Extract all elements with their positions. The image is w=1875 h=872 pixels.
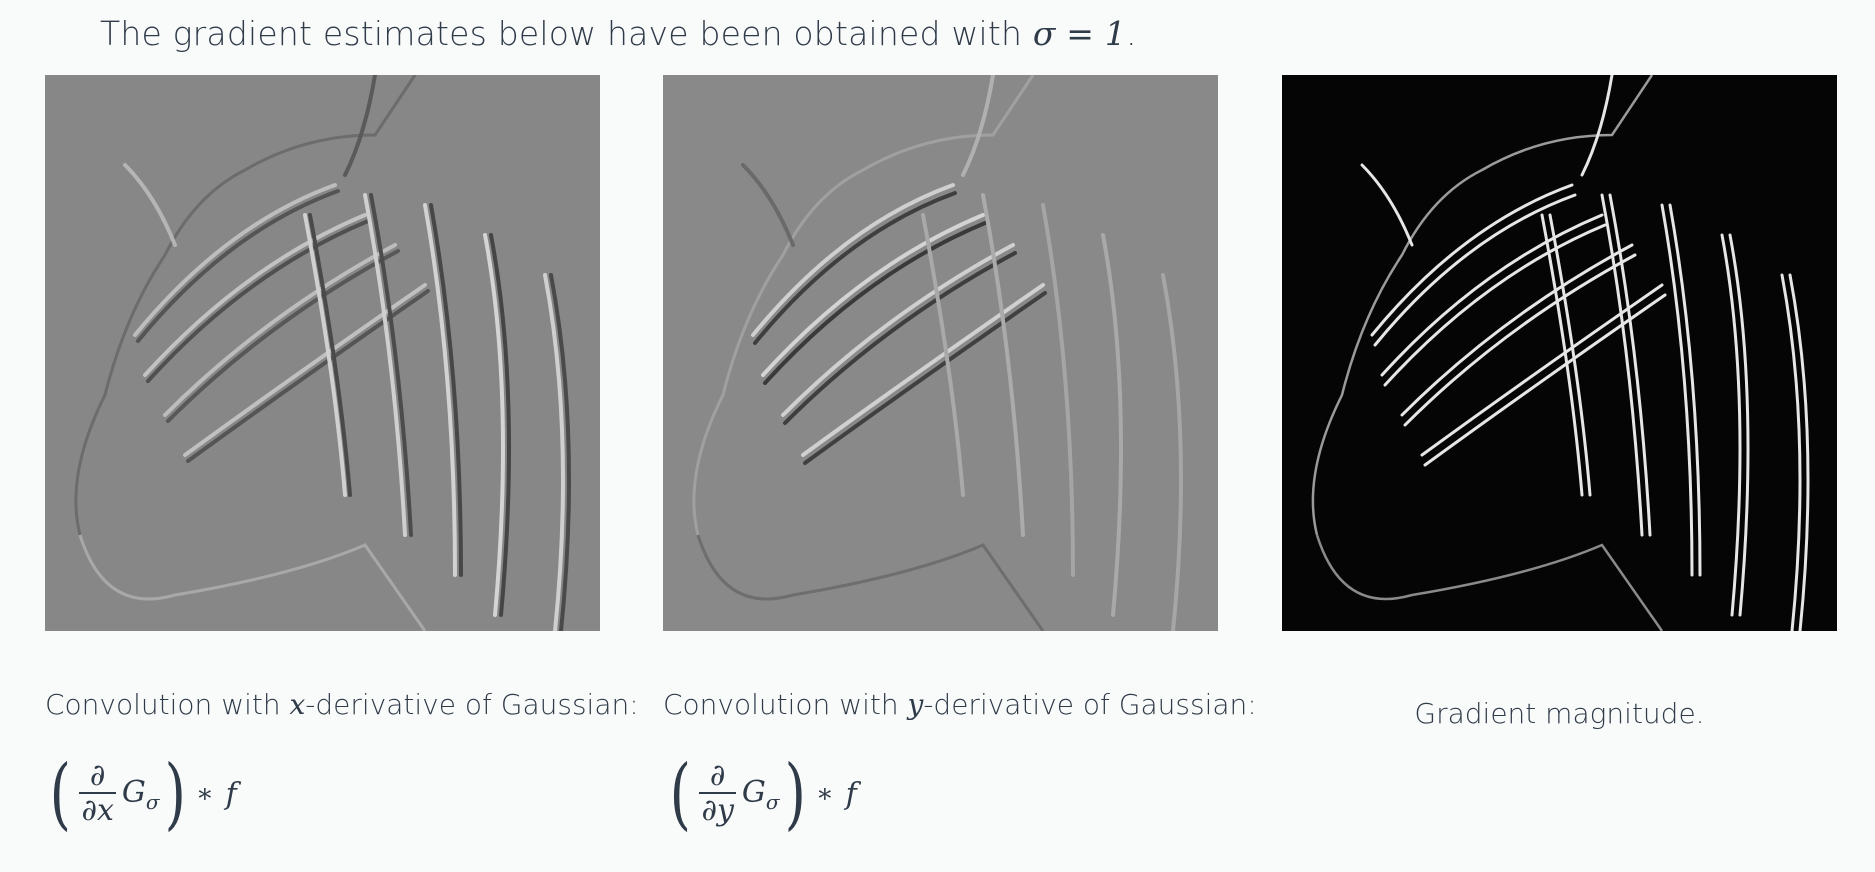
caption-variable: x (289, 688, 306, 721)
fraction-denominator: ∂x (79, 792, 116, 829)
intro-sentence: The gradient estimates below have been o… (100, 14, 1023, 53)
y-derivative-caption: Convolution with y-derivative of Gaussia… (663, 688, 1257, 721)
convolution-operator: ∗ (815, 779, 834, 809)
kernel-symbol: G (741, 774, 766, 810)
x-derivative-image (45, 75, 600, 631)
signal-symbol: f (225, 776, 237, 812)
caption-prefix: Convolution with (45, 688, 281, 721)
convolution-operator: ∗ (195, 779, 214, 809)
fraction-denominator: ∂y (699, 792, 736, 829)
x-derivative-caption: Convolution with x-derivative of Gaussia… (45, 688, 639, 721)
y-derivative-formula: ( ∂ ∂y Gσ ) ∗ f (665, 755, 857, 833)
partial-fraction: ∂ ∂x (79, 758, 116, 829)
right-paren: ) (784, 749, 806, 839)
partial-fraction: ∂ ∂y (699, 758, 736, 829)
right-paren: ) (164, 749, 186, 839)
left-paren: ( (49, 749, 71, 839)
gradient-magnitude-caption: Gradient magnitude. (1414, 697, 1705, 730)
fraction-numerator: ∂ (709, 758, 726, 794)
y-derivative-image (663, 75, 1218, 631)
kernel-subscript: σ (145, 789, 160, 814)
x-derivative-formula: ( ∂ ∂x Gσ ) ∗ f (45, 755, 237, 833)
caption-variable: y (907, 688, 924, 721)
fraction-numerator: ∂ (89, 758, 106, 794)
caption-suffix: -derivative of Gaussian: (305, 688, 639, 721)
caption-prefix: Convolution with (663, 688, 899, 721)
kernel-symbol: G (121, 774, 146, 810)
signal-symbol: f (845, 776, 857, 812)
left-paren: ( (669, 749, 691, 839)
gaussian-kernel: Gσ (122, 775, 160, 814)
intro-period: . (1126, 14, 1137, 53)
intro-text: The gradient estimates below have been o… (100, 14, 1137, 53)
gaussian-kernel: Gσ (742, 775, 780, 814)
sigma-equation: σ = 1 (1032, 14, 1127, 53)
kernel-subscript: σ (765, 789, 780, 814)
gradient-magnitude-image (1282, 75, 1837, 631)
caption-suffix: -derivative of Gaussian: (923, 688, 1257, 721)
